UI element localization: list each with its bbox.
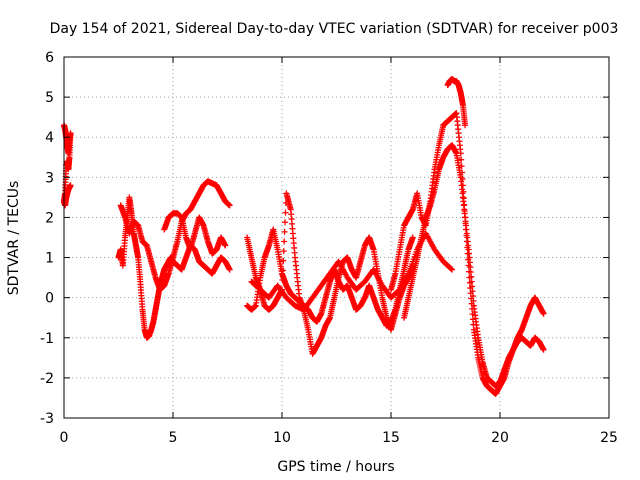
x-tick-label: 5 [169, 430, 178, 446]
data-point [540, 310, 547, 317]
data-point [280, 257, 287, 264]
y-tick-label: 1 [45, 251, 54, 267]
data-point [282, 209, 289, 216]
data-point [226, 202, 233, 209]
grid [64, 57, 609, 418]
y-tick-label: -1 [40, 331, 54, 347]
data-point [449, 266, 456, 273]
x-tick-label: 10 [273, 430, 291, 446]
y-tick-label: 5 [45, 90, 54, 106]
x-tick-label: 0 [60, 430, 69, 446]
data-point [222, 242, 229, 249]
data-point [540, 346, 547, 353]
data-point [67, 182, 74, 189]
data-point [281, 238, 288, 245]
x-tick-label: 20 [491, 430, 509, 446]
y-axis-label: SDTVAR / TECUs [6, 181, 22, 296]
y-tick-label: 3 [45, 170, 54, 186]
plot-frame [63, 56, 610, 419]
y-tick-label: -3 [40, 411, 54, 427]
y-tick-label: 6 [45, 50, 54, 66]
data-point [462, 122, 469, 129]
data-point [448, 265, 455, 272]
x-tick-label: 25 [600, 430, 618, 446]
y-tick-label: -2 [40, 371, 54, 387]
plot-points [61, 76, 547, 397]
x-axis-label: GPS time / hours [277, 459, 394, 475]
data-point [409, 234, 416, 241]
data-point [281, 228, 288, 235]
data-point [282, 219, 289, 226]
y-tick-label: 4 [45, 130, 54, 146]
data-point [280, 248, 287, 255]
y-tick-label: 2 [45, 210, 54, 226]
x-tick-label: 15 [382, 430, 400, 446]
data-point [226, 266, 233, 273]
chart-title: Day 154 of 2021, Sidereal Day-to-day VTE… [50, 21, 619, 37]
axis-ticks: 0 5 10 15 20 25 -3 -2 -1 0 1 2 3 4 5 6 [40, 50, 618, 446]
y-tick-label: 0 [45, 291, 54, 307]
data-point [458, 156, 465, 163]
